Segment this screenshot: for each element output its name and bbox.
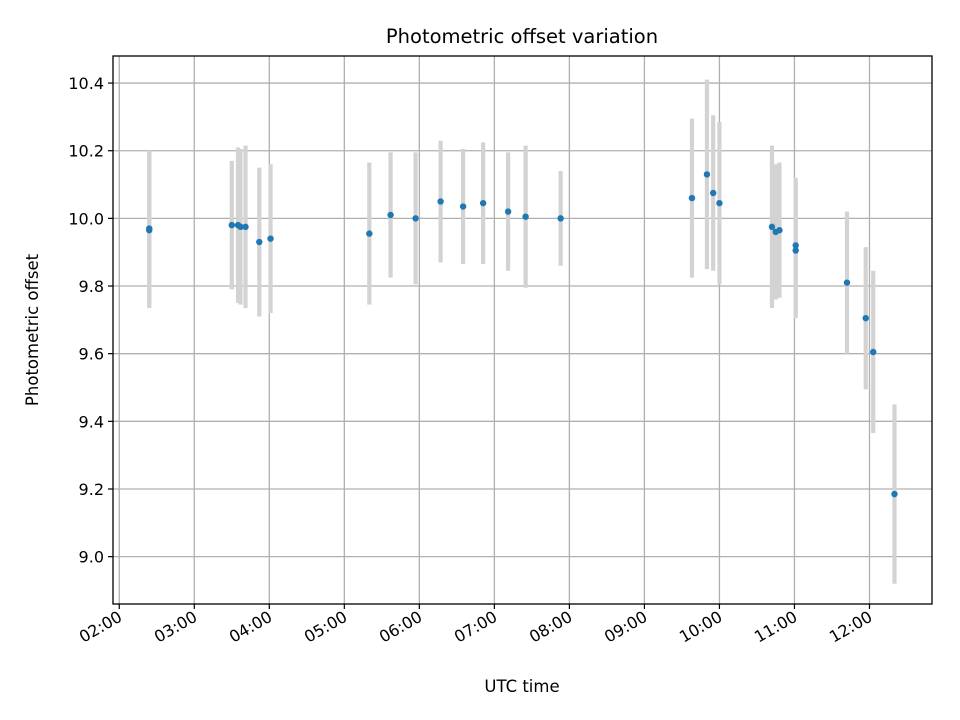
data-point [557,215,564,222]
data-point [242,223,249,231]
y-tick-label: 10.2 [68,142,104,161]
data-point [709,189,717,197]
data-point [792,242,799,249]
data-point [776,227,783,234]
data-point [437,198,444,205]
data-point [862,314,869,322]
y-tick-label: 9.0 [79,548,104,567]
y-tick-label: 10.4 [68,74,104,93]
data-point [716,199,723,207]
data-point [768,223,776,231]
data-point [412,215,419,222]
data-point [843,279,851,286]
data-point [387,211,394,219]
data-point [459,203,467,210]
data-point [237,223,244,231]
data-point [228,221,235,229]
data-point [891,490,898,498]
data-point [522,213,529,220]
y-tick-label: 9.2 [79,480,104,499]
y-axis: 9.0 9.2 9.4 9.6 9.8 10.0 10.2 10.4 [68,74,113,567]
chart-title: Photometric offset variation [386,25,658,48]
y-tick-label: 10.0 [68,209,104,228]
data-point [703,171,711,178]
y-axis-title: Photometric offset [23,253,42,406]
y-tick-label: 9.6 [79,345,104,364]
grid [113,56,932,604]
y-tick-label: 9.8 [79,277,104,296]
data-point [366,230,373,237]
x-axis-title: UTC time [484,677,559,696]
data-point [267,235,274,242]
data-point [146,227,153,234]
data-point [870,348,877,356]
data-point [479,199,487,207]
y-tick-label: 9.4 [79,412,104,431]
data-point [792,247,799,254]
data-point [688,194,696,202]
data-point [504,208,512,215]
data-point [256,238,263,246]
plot-frame [112,55,933,605]
data-points [146,171,898,498]
